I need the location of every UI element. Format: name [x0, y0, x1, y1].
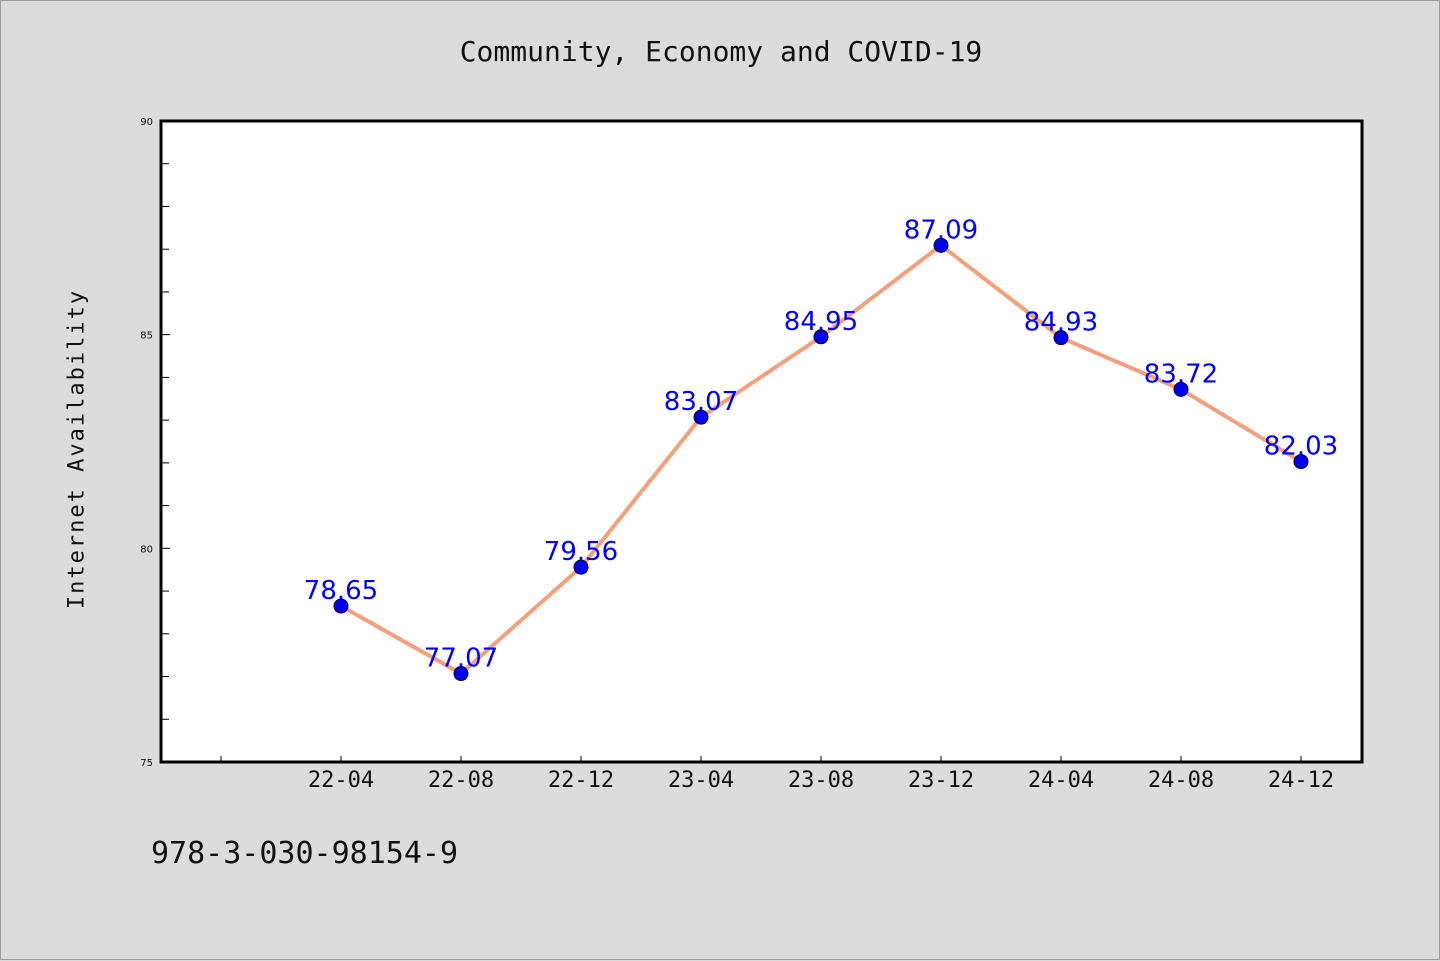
data-point [693, 409, 709, 425]
x-tick-label: 22-08 [428, 768, 494, 793]
data-label: 77.07 [424, 644, 498, 674]
x-tick-label: 23-08 [788, 768, 854, 793]
data-label: 83.07 [664, 387, 738, 417]
data-label: 79.56 [544, 537, 618, 567]
y-tick-label: 90 [140, 117, 153, 128]
plot-frame [159, 119, 1364, 764]
data-point [1173, 381, 1189, 397]
data-point [1053, 330, 1069, 346]
y-tick-label: 85 [140, 331, 153, 342]
x-tick-label: 22-12 [548, 768, 614, 793]
data-label: 84.93 [1024, 308, 1098, 338]
data-label: 83.72 [1144, 359, 1218, 389]
data-label: 84.95 [784, 307, 858, 337]
x-tick-label: 23-04 [668, 768, 734, 793]
data-point [813, 329, 829, 345]
data-label: 78.65 [304, 576, 378, 606]
data-label: 82.03 [1264, 432, 1338, 462]
data-point [573, 559, 589, 575]
y-tick-label: 80 [140, 544, 153, 555]
plot-area [161, 121, 1362, 762]
data-label: 87.09 [904, 215, 978, 245]
x-tick-label: 24-04 [1028, 768, 1094, 793]
data-point [453, 666, 469, 682]
x-tick-label: 22-04 [308, 768, 374, 793]
x-tick-label: 24-12 [1268, 768, 1334, 793]
data-point [1293, 454, 1309, 470]
y-tick-label: 75 [140, 758, 153, 769]
x-tick-label: 24-08 [1148, 768, 1214, 793]
data-point [333, 598, 349, 614]
chart-title: Community, Economy and COVID-19 [459, 35, 983, 68]
data-point [933, 237, 949, 253]
x-tick-label: 23-12 [908, 768, 974, 793]
footer-code: 978-3-030-98154-9 [151, 836, 459, 871]
